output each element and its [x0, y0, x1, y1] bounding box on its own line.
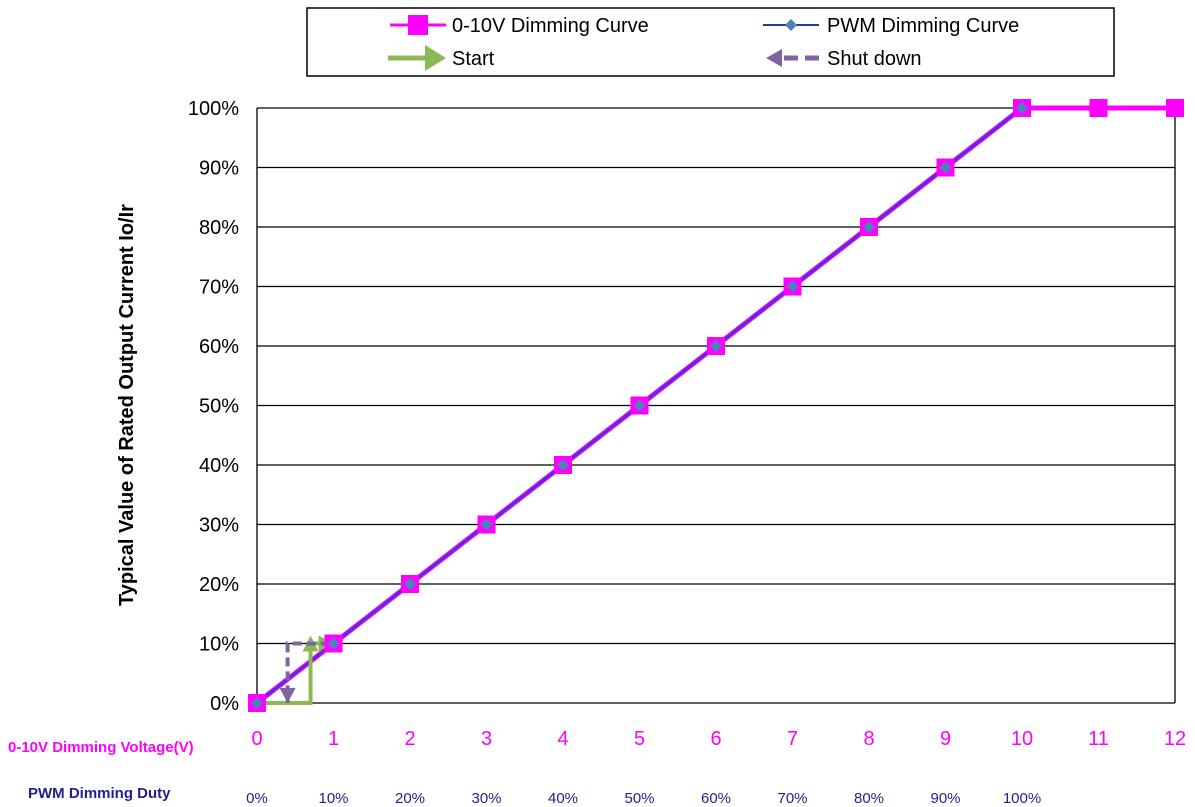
y-tick-50%: 50% [199, 396, 239, 418]
duty-tick-50%: 50% [624, 790, 654, 807]
y-tick-40%: 40% [199, 455, 239, 477]
duty-tick-20%: 20% [395, 790, 425, 807]
x-tick-5: 5 [634, 728, 645, 750]
legend-pwm-label: PWM Dimming Curve [827, 15, 1019, 37]
annotation-arrowhead-1 [279, 688, 296, 703]
x-tick-8: 8 [863, 728, 874, 750]
y-tick-80%: 80% [199, 217, 239, 239]
marker-pwm-7 [786, 280, 799, 293]
x-tick-3: 3 [481, 728, 492, 750]
legend-voltage-marker [408, 15, 428, 35]
x-axis-title-duty: PWM Dimming Duty [28, 785, 171, 802]
x-tick-6: 6 [710, 728, 721, 750]
marker-pwm-8 [863, 221, 875, 233]
legend-box [306, 7, 1115, 77]
legend-voltage-label: 0-10V Dimming Curve [452, 15, 649, 37]
marker-pwm-6 [710, 340, 722, 352]
y-tick-0%: 0% [210, 693, 239, 715]
duty-tick-80%: 80% [854, 790, 884, 807]
legend: 0-10V Dimming Curve PWM Dimming Curve St… [306, 7, 1115, 77]
annotation-path-1 [285, 641, 330, 703]
duty-tick-0%: 0% [246, 790, 268, 807]
x-tick-0: 0 [251, 728, 262, 750]
x-tick-12: 12 [1164, 728, 1186, 750]
x-tick-9: 9 [940, 728, 951, 750]
grid [256, 107, 1176, 704]
duty-tick-90%: 90% [930, 790, 960, 807]
marker-pwm-1 [327, 637, 340, 650]
marker-pwm-5 [633, 399, 646, 412]
marker-pwm-0 [251, 697, 263, 709]
start-shutdown-annotations [257, 635, 334, 705]
duty-tick-100%: 100% [1003, 790, 1041, 807]
y-tick-30%: 30% [199, 515, 239, 537]
x-tick-1: 1 [328, 728, 339, 750]
legend-pwm-marker [785, 19, 797, 31]
y-tick-labels: 0% 10% 20% 30% 40% 50% 60% 70% 80% 90% 100% [188, 98, 239, 715]
y-tick-90%: 90% [199, 158, 239, 180]
y-axis-title: Typical Value of Rated Output Current Io… [116, 204, 138, 606]
marker-voltage-11 [1089, 99, 1108, 117]
marker-pwm-2 [404, 578, 416, 590]
legend-start-label: Start [452, 48, 495, 70]
marker-pwm-3 [480, 518, 493, 531]
marker-pwm-9 [939, 161, 952, 174]
x-tick-7: 7 [787, 728, 798, 750]
y-tick-60%: 60% [199, 336, 239, 358]
x-axis-title-voltage: 0-10V Dimming Voltage(V) [8, 739, 194, 756]
y-tick-100%: 100% [188, 98, 239, 120]
legend-shutdown-label: Shut down [827, 48, 922, 70]
x-tick-2: 2 [404, 728, 415, 750]
y-tick-70%: 70% [199, 277, 239, 299]
x-tick-10: 10 [1011, 728, 1033, 750]
y-tick-10%: 10% [199, 634, 239, 656]
marker-pwm-10 [1016, 102, 1028, 114]
legend-start-arrow [425, 45, 446, 71]
x-tick-4: 4 [557, 728, 568, 750]
duty-tick-labels: 0% 10% 20% 30% 40% 50% 60% 70% 80% 90% 100% [246, 790, 1041, 807]
duty-tick-60%: 60% [701, 790, 731, 807]
duty-tick-30%: 30% [471, 790, 501, 807]
duty-tick-70%: 70% [777, 790, 807, 807]
y-tick-20%: 20% [199, 574, 239, 596]
marker-pwm-4 [557, 459, 569, 471]
x-tick-labels: 0 1 2 3 4 5 6 7 8 9 10 11 12 [251, 728, 1186, 750]
duty-tick-40%: 40% [548, 790, 578, 807]
series-markers [248, 99, 1184, 712]
marker-voltage-12 [1166, 99, 1184, 117]
duty-tick-10%: 10% [318, 790, 348, 807]
legend-shutdown-arrow [766, 49, 782, 67]
x-tick-11: 11 [1088, 728, 1109, 750]
